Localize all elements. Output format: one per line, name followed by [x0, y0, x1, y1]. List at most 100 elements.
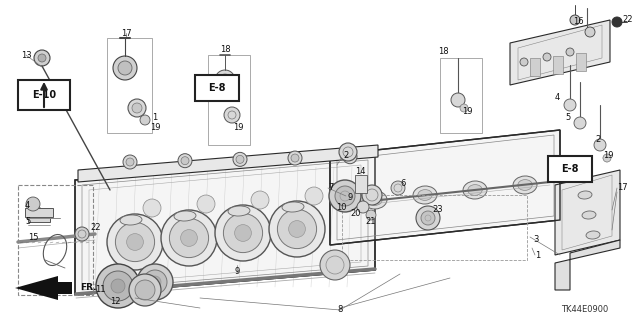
Circle shape [277, 209, 317, 249]
Text: 9: 9 [234, 268, 239, 277]
Circle shape [612, 17, 622, 27]
Circle shape [416, 206, 440, 230]
Circle shape [149, 276, 161, 288]
Text: 22: 22 [622, 16, 632, 25]
Circle shape [235, 225, 252, 241]
Text: 9: 9 [348, 194, 353, 203]
Circle shape [38, 54, 46, 62]
Circle shape [137, 264, 173, 300]
Circle shape [129, 274, 161, 306]
Circle shape [543, 53, 551, 61]
Polygon shape [555, 240, 620, 290]
Text: E-10: E-10 [32, 90, 56, 100]
Circle shape [343, 150, 357, 164]
Text: 19: 19 [603, 151, 614, 160]
Text: 11: 11 [95, 286, 105, 294]
Polygon shape [15, 276, 72, 300]
Circle shape [96, 264, 140, 308]
Circle shape [451, 93, 465, 107]
Circle shape [585, 27, 595, 37]
Text: 14: 14 [355, 167, 365, 175]
Circle shape [178, 154, 192, 168]
Circle shape [180, 230, 197, 246]
Circle shape [564, 99, 576, 111]
Circle shape [126, 158, 134, 166]
Ellipse shape [282, 202, 304, 212]
Text: 12: 12 [109, 298, 120, 307]
Circle shape [181, 157, 189, 165]
Bar [25, 208, 53, 217]
Text: 3: 3 [533, 235, 538, 244]
Circle shape [366, 210, 376, 220]
Text: 10: 10 [336, 204, 346, 212]
Circle shape [520, 58, 528, 66]
Ellipse shape [120, 215, 142, 225]
Circle shape [140, 115, 150, 125]
Text: 5: 5 [565, 114, 570, 122]
Circle shape [339, 143, 357, 161]
Circle shape [215, 205, 271, 261]
Circle shape [118, 61, 132, 75]
Text: 2: 2 [343, 151, 348, 160]
Text: 16: 16 [573, 18, 583, 26]
Text: 22: 22 [90, 222, 100, 232]
Circle shape [570, 15, 580, 25]
Circle shape [251, 191, 269, 209]
Text: 1: 1 [152, 114, 157, 122]
Text: 18: 18 [438, 48, 448, 56]
Polygon shape [75, 155, 375, 295]
Circle shape [460, 104, 468, 112]
Bar [195, 75, 239, 101]
Circle shape [391, 181, 405, 195]
Text: 6: 6 [400, 179, 406, 188]
Bar [548, 156, 592, 182]
Bar [342, 195, 527, 260]
Ellipse shape [513, 176, 537, 194]
Text: 17: 17 [617, 183, 628, 192]
Ellipse shape [363, 191, 387, 209]
Text: 17: 17 [121, 28, 131, 38]
Bar [355, 175, 367, 193]
Bar [530, 58, 540, 76]
Circle shape [357, 201, 369, 213]
Circle shape [75, 227, 89, 241]
Bar [107, 38, 152, 133]
Circle shape [34, 50, 50, 66]
Text: TK44E0900: TK44E0900 [561, 306, 609, 315]
Circle shape [288, 151, 302, 165]
Circle shape [26, 197, 40, 211]
Bar [18, 185, 93, 295]
Text: 19: 19 [233, 123, 243, 132]
Circle shape [135, 280, 155, 300]
Polygon shape [555, 170, 620, 255]
Ellipse shape [578, 191, 592, 199]
Circle shape [421, 211, 435, 225]
Ellipse shape [228, 206, 250, 216]
Circle shape [362, 185, 382, 205]
Text: 15: 15 [28, 234, 38, 242]
Bar [440, 58, 482, 133]
Text: 18: 18 [220, 46, 230, 55]
Ellipse shape [418, 189, 432, 200]
Circle shape [346, 153, 354, 161]
Ellipse shape [463, 181, 487, 199]
Circle shape [127, 234, 143, 250]
Circle shape [233, 152, 247, 167]
Bar [18, 80, 70, 110]
Circle shape [161, 210, 217, 266]
Polygon shape [330, 130, 560, 245]
Circle shape [107, 214, 163, 270]
Circle shape [143, 199, 161, 217]
Text: E-8: E-8 [208, 83, 226, 93]
Text: 23: 23 [432, 205, 443, 214]
Circle shape [29, 205, 41, 217]
Text: FR.: FR. [80, 284, 97, 293]
Circle shape [170, 219, 209, 258]
Text: 4: 4 [24, 202, 29, 211]
Circle shape [219, 74, 231, 86]
Circle shape [594, 139, 606, 151]
Circle shape [574, 117, 586, 129]
Circle shape [603, 154, 611, 162]
Circle shape [236, 155, 244, 163]
Circle shape [329, 180, 361, 212]
